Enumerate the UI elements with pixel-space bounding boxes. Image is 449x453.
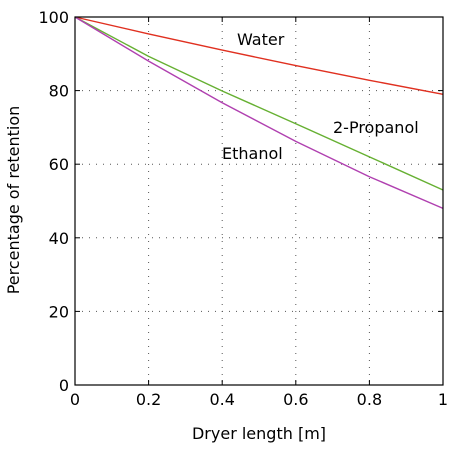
x-tick-label: 0.8 (357, 390, 382, 409)
y-tick-label: 60 (49, 155, 69, 174)
y-tick-label: 40 (49, 229, 69, 248)
grid (75, 17, 443, 385)
x-tick-label: 1 (438, 390, 448, 409)
y-tick-label: 20 (49, 302, 69, 321)
series-label-ethanol: Ethanol (222, 144, 283, 163)
x-tick-label: 0.2 (136, 390, 161, 409)
x-tick-label: 0.4 (209, 390, 234, 409)
y-axis-title: Percentage of retention (4, 106, 23, 295)
x-axis-title: Dryer length [m] (192, 424, 326, 443)
series-line-water (75, 17, 443, 94)
x-tick-label: 0.6 (283, 390, 308, 409)
ticks: 0 0.2 0.4 0.6 0.8 1 0 20 40 60 80 100 (38, 8, 448, 409)
x-tick-label: 0 (70, 390, 80, 409)
y-tick-label: 100 (38, 8, 69, 27)
y-tick-label: 80 (49, 82, 69, 101)
series-labels: Water 2-Propanol Ethanol (222, 30, 419, 163)
plot-frame (75, 17, 443, 385)
y-tick-label: 0 (59, 376, 69, 395)
series-label-2-propanol: 2-Propanol (333, 118, 419, 137)
series-label-water: Water (237, 30, 285, 49)
